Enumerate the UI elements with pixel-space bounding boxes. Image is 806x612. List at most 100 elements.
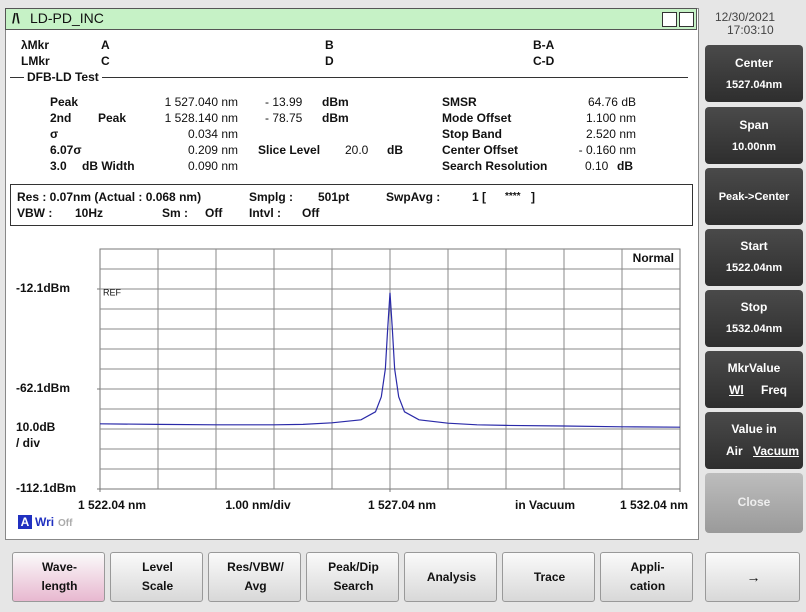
softkey-value: 1532.04nm bbox=[725, 323, 783, 335]
softkey-option: Wl bbox=[729, 383, 744, 397]
result-label: SMSR bbox=[442, 95, 477, 109]
setting-value: Off bbox=[302, 206, 320, 220]
softkey-label: MkrValue bbox=[727, 361, 781, 375]
softkey[interactable]: Peak->Center bbox=[705, 168, 803, 225]
trace-mode: Wri bbox=[35, 515, 55, 529]
function-key[interactable]: → bbox=[705, 552, 800, 602]
minimize-button[interactable] bbox=[662, 12, 677, 27]
setting-label: VBW : bbox=[17, 206, 53, 220]
key-label: Trace bbox=[533, 570, 566, 584]
title-bar bbox=[5, 8, 697, 30]
key-label: Scale bbox=[141, 579, 174, 593]
function-key[interactable]: Wave-length bbox=[12, 552, 105, 602]
result-value: 0.209 nm bbox=[187, 143, 238, 157]
x-tick-label: 1 527.04 nm bbox=[368, 498, 436, 512]
key-label: Peak/Dip bbox=[328, 560, 379, 574]
function-key[interactable]: Analysis bbox=[404, 552, 497, 602]
section-line bbox=[10, 77, 688, 78]
softkey[interactable]: Span 10.00nm bbox=[705, 107, 803, 164]
result-value: - 0.160 nm bbox=[578, 143, 636, 157]
key-label: Level bbox=[142, 560, 173, 574]
y-tick-label: -112.1dBm bbox=[16, 481, 76, 495]
setting-label: SwpAvg : bbox=[386, 190, 441, 204]
main-window bbox=[5, 8, 699, 540]
ref-label: REF bbox=[103, 287, 122, 297]
setting-value: Off bbox=[205, 206, 223, 220]
softkey-label: Close bbox=[737, 495, 771, 509]
softkey-option: Vacuum bbox=[753, 444, 800, 458]
marker: A bbox=[101, 38, 110, 52]
result-value: - 78.75 bbox=[265, 111, 303, 125]
result-label: dB Width bbox=[82, 159, 135, 173]
marker-label: λMkr bbox=[21, 38, 50, 52]
marker: B-A bbox=[533, 38, 555, 52]
settings-box bbox=[10, 184, 693, 226]
key-label: cation bbox=[629, 579, 666, 593]
trace-indicator: A bbox=[18, 515, 32, 529]
softkey-label: Value in bbox=[731, 422, 777, 436]
x-tick-label: 1 532.04 nm bbox=[620, 498, 688, 512]
softkey-label: Center bbox=[734, 56, 773, 70]
function-key[interactable]: Peak/Dip Search bbox=[306, 552, 399, 602]
softkey-label: Peak->Center bbox=[718, 191, 790, 203]
x-medium: in Vacuum bbox=[515, 498, 575, 512]
result-unit: dBm bbox=[322, 95, 349, 109]
softkey[interactable]: Close bbox=[705, 473, 803, 533]
function-key[interactable]: Appli-cation bbox=[600, 552, 693, 602]
result-value: 0.034 nm bbox=[187, 127, 238, 141]
y-tick-label: -12.1dBm bbox=[16, 281, 70, 295]
setting-value: ] bbox=[531, 190, 535, 204]
section-title: DFB-LD Test bbox=[24, 70, 102, 84]
softkey-value: 1522.04nm bbox=[725, 262, 783, 274]
softkey[interactable]: MkrValue Wl Freq bbox=[705, 351, 803, 408]
setting-label: Sm : bbox=[162, 206, 189, 220]
marker: D bbox=[325, 54, 334, 68]
function-key[interactable]: Res/VBW/Avg bbox=[208, 552, 301, 602]
setting-value: 1 [ bbox=[472, 190, 487, 204]
result-label: 2nd bbox=[50, 111, 72, 125]
setting-label: Intvl : bbox=[249, 206, 281, 220]
result-value: 1.100 nm bbox=[585, 111, 636, 125]
result-label: Stop Band bbox=[442, 127, 502, 141]
key-label: Search bbox=[333, 579, 374, 593]
app-icon: /\ bbox=[12, 10, 20, 26]
marker: C bbox=[101, 54, 110, 68]
result-value: 64.76 dB bbox=[587, 95, 636, 109]
setting: Res : 0.07nm (Actual : 0.068 nm) bbox=[17, 190, 202, 204]
marker: B bbox=[325, 38, 334, 52]
function-key[interactable]: Trace bbox=[502, 552, 595, 602]
setting-value: **** bbox=[505, 191, 521, 202]
softkey[interactable]: Value in Air Vacuum bbox=[705, 412, 803, 469]
date: 12/30/2021 bbox=[715, 10, 776, 24]
key-label: Analysis bbox=[426, 570, 477, 584]
x-scale: 1.00 nm/div bbox=[225, 498, 291, 512]
y-tick-label: -62.1dBm bbox=[16, 381, 70, 395]
result-value: 1 527.040 nm bbox=[164, 95, 238, 109]
result-value: 2.520 nm bbox=[585, 127, 636, 141]
result-unit: dBm bbox=[322, 111, 349, 125]
result-label: 3.0 bbox=[50, 159, 67, 173]
maximize-button[interactable] bbox=[679, 12, 694, 27]
x-tick-label: 1 522.04 nm bbox=[78, 498, 146, 512]
result-label: Center Offset bbox=[442, 143, 519, 157]
key-label: Avg bbox=[244, 579, 267, 593]
result-value: 20.0 bbox=[345, 143, 369, 157]
softkey[interactable]: Center 1527.04nm bbox=[705, 45, 803, 102]
softkey-value: 1527.04nm bbox=[725, 79, 783, 91]
marker-label: LMkr bbox=[21, 54, 50, 68]
result-value: 0.10 bbox=[585, 159, 609, 173]
softkey-value: 10.00nm bbox=[731, 141, 777, 153]
result-label: 6.07σ bbox=[50, 143, 82, 157]
result-unit: dB bbox=[617, 159, 633, 173]
softkey[interactable]: Start 1522.04nm bbox=[705, 229, 803, 286]
key-label: Res/VBW/ bbox=[227, 560, 284, 574]
result-value: - 13.99 bbox=[265, 95, 303, 109]
function-key[interactable]: Level Scale bbox=[110, 552, 203, 602]
trace-mode: Normal bbox=[633, 251, 674, 265]
softkey[interactable]: Stop 1532.04nm bbox=[705, 290, 803, 347]
result-label: Mode Offset bbox=[442, 111, 512, 125]
softkey-label: Start bbox=[740, 239, 768, 253]
y-scale: / div bbox=[16, 436, 40, 450]
